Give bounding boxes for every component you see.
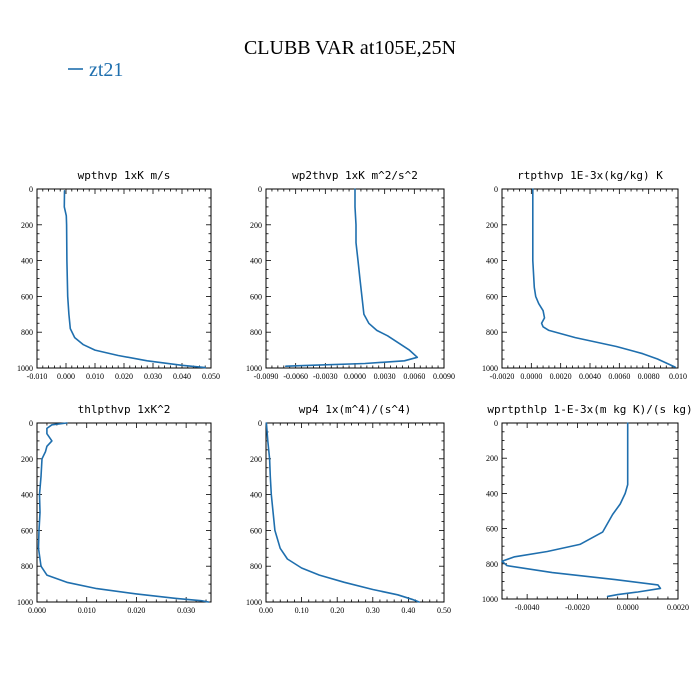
y-tick-label: 400	[250, 257, 262, 266]
y-tick-label: 200	[250, 221, 262, 230]
x-tick-label: 0.0090	[433, 372, 455, 381]
x-tick-label: 0.50	[437, 606, 451, 615]
y-tick-label: 400	[21, 491, 33, 500]
y-tick-label: 400	[21, 257, 33, 266]
y-tick-label: 1000	[482, 595, 498, 604]
x-tick-label: 0.020	[127, 606, 145, 615]
x-tick-label: 0.030	[177, 606, 195, 615]
x-tick-label: 0.0000	[520, 372, 542, 381]
plot-frame	[36, 188, 212, 369]
figure-title: CLUBB VAR at105E,25N	[244, 37, 456, 59]
x-tick-label: 0.040	[173, 372, 191, 381]
x-tick-label: 0.0080	[638, 372, 660, 381]
series-line	[63, 190, 206, 369]
y-tick-label: 600	[250, 526, 262, 535]
plot-frame	[265, 422, 445, 603]
y-tick-label: 0	[258, 185, 262, 194]
x-tick-label: 0.010	[78, 606, 96, 615]
series-line	[501, 422, 662, 598]
panel-1: wpthvp 1xK m/s 0 200 400 600 800 1000-0.010 0.0…	[17, 169, 220, 381]
y-tick-label: 600	[486, 525, 498, 534]
x-tick-label: 0.010	[86, 372, 104, 381]
x-tick-label: -0.0090	[254, 372, 279, 381]
panel-title: thlpthvp 1xK^2	[78, 403, 171, 416]
x-tick-label: 0.40	[401, 606, 415, 615]
y-tick-label: 0	[494, 185, 498, 194]
x-tick-label: -0.0020	[490, 372, 515, 381]
x-tick-label: 0.0000	[617, 603, 639, 612]
y-tick-label: 0	[258, 419, 262, 428]
panel-title: wprtpthlp 1-E-3x(m kg K)/(s kg)	[487, 403, 692, 416]
x-tick-label: 0.000	[57, 372, 75, 381]
y-tick-label: 600	[21, 292, 33, 301]
x-tick-label: -0.010	[27, 372, 48, 381]
plot-frame	[36, 422, 212, 603]
x-tick-label: 0.10	[295, 606, 309, 615]
panel-title: rtpthvp 1E-3x(kg/kg) K	[517, 169, 663, 182]
x-tick-label: 0.020	[115, 372, 133, 381]
x-tick-label: 0.000	[28, 606, 46, 615]
y-tick-label: 200	[21, 455, 33, 464]
y-tick-label: 1000	[17, 598, 33, 607]
plot-frame	[501, 422, 679, 600]
y-tick-label: 0	[29, 419, 33, 428]
x-tick-label: 0.20	[330, 606, 344, 615]
y-tick-label: 1000	[246, 598, 262, 607]
panel-title: wp2thvp 1xK m^2/s^2	[292, 169, 418, 182]
y-tick-label: 600	[250, 292, 262, 301]
panel-3: rtpthvp 1E-3x(kg/kg) K 0 200 400 600 800 1000-…	[482, 169, 687, 381]
y-tick-label: 800	[21, 328, 33, 337]
legend-label: zt21	[89, 59, 123, 81]
y-tick-label: 400	[486, 489, 498, 498]
y-tick-label: 200	[21, 221, 33, 230]
series-line	[532, 188, 676, 368]
x-tick-label: 0.30	[366, 606, 380, 615]
y-tick-label: 1000	[482, 364, 498, 373]
y-tick-label: 600	[486, 292, 498, 301]
panel-6: wprtpthlp 1-E-3x(m kg K)/(s kg) 0 200 400 60…	[482, 403, 693, 612]
x-tick-label: -0.0040	[515, 603, 540, 612]
x-tick-label: 0.0020	[667, 603, 689, 612]
x-tick-label: 0.0030	[374, 372, 396, 381]
x-tick-label: 0.0000	[344, 372, 366, 381]
x-tick-label: 0.00	[259, 606, 273, 615]
y-tick-label: 200	[486, 454, 498, 463]
y-tick-label: 200	[486, 221, 498, 230]
y-tick-label: 800	[250, 328, 262, 337]
y-tick-label: 800	[486, 560, 498, 569]
y-tick-label: 1000	[246, 364, 262, 373]
y-tick-label: 200	[250, 455, 262, 464]
y-tick-label: 600	[21, 526, 33, 535]
y-tick-label: 800	[486, 328, 498, 337]
y-tick-label: 800	[21, 562, 33, 571]
series-line	[285, 188, 419, 367]
x-tick-label: -0.0060	[283, 372, 308, 381]
series-line	[265, 422, 420, 603]
x-tick-label: 0.0060	[403, 372, 425, 381]
x-tick-label: 0.050	[202, 372, 220, 381]
x-tick-label: 0.0060	[608, 372, 630, 381]
y-tick-label: 0	[494, 419, 498, 428]
x-tick-label: 0.0040	[579, 372, 601, 381]
x-tick-label: -0.0020	[565, 603, 590, 612]
y-tick-label: 1000	[17, 364, 33, 373]
panel-2: wp2thvp 1xK m^2/s^202004006008001000-0.0…	[246, 169, 455, 381]
x-tick-label: 0.030	[144, 372, 162, 381]
y-tick-label: 800	[250, 562, 262, 571]
y-tick-label: 400	[486, 257, 498, 266]
x-tick-label: -0.0030	[313, 372, 338, 381]
panel-title: wp4 1x(m^4)/(s^4)	[299, 403, 412, 416]
x-tick-label: 0.010	[669, 372, 687, 381]
series-line	[37, 422, 210, 603]
panel-title: wpthvp 1xK m/s	[78, 169, 171, 182]
legend: zt21	[68, 59, 123, 81]
x-tick-label: 0.0020	[550, 372, 572, 381]
y-tick-label: 0	[29, 185, 33, 194]
y-tick-label: 400	[250, 491, 262, 500]
